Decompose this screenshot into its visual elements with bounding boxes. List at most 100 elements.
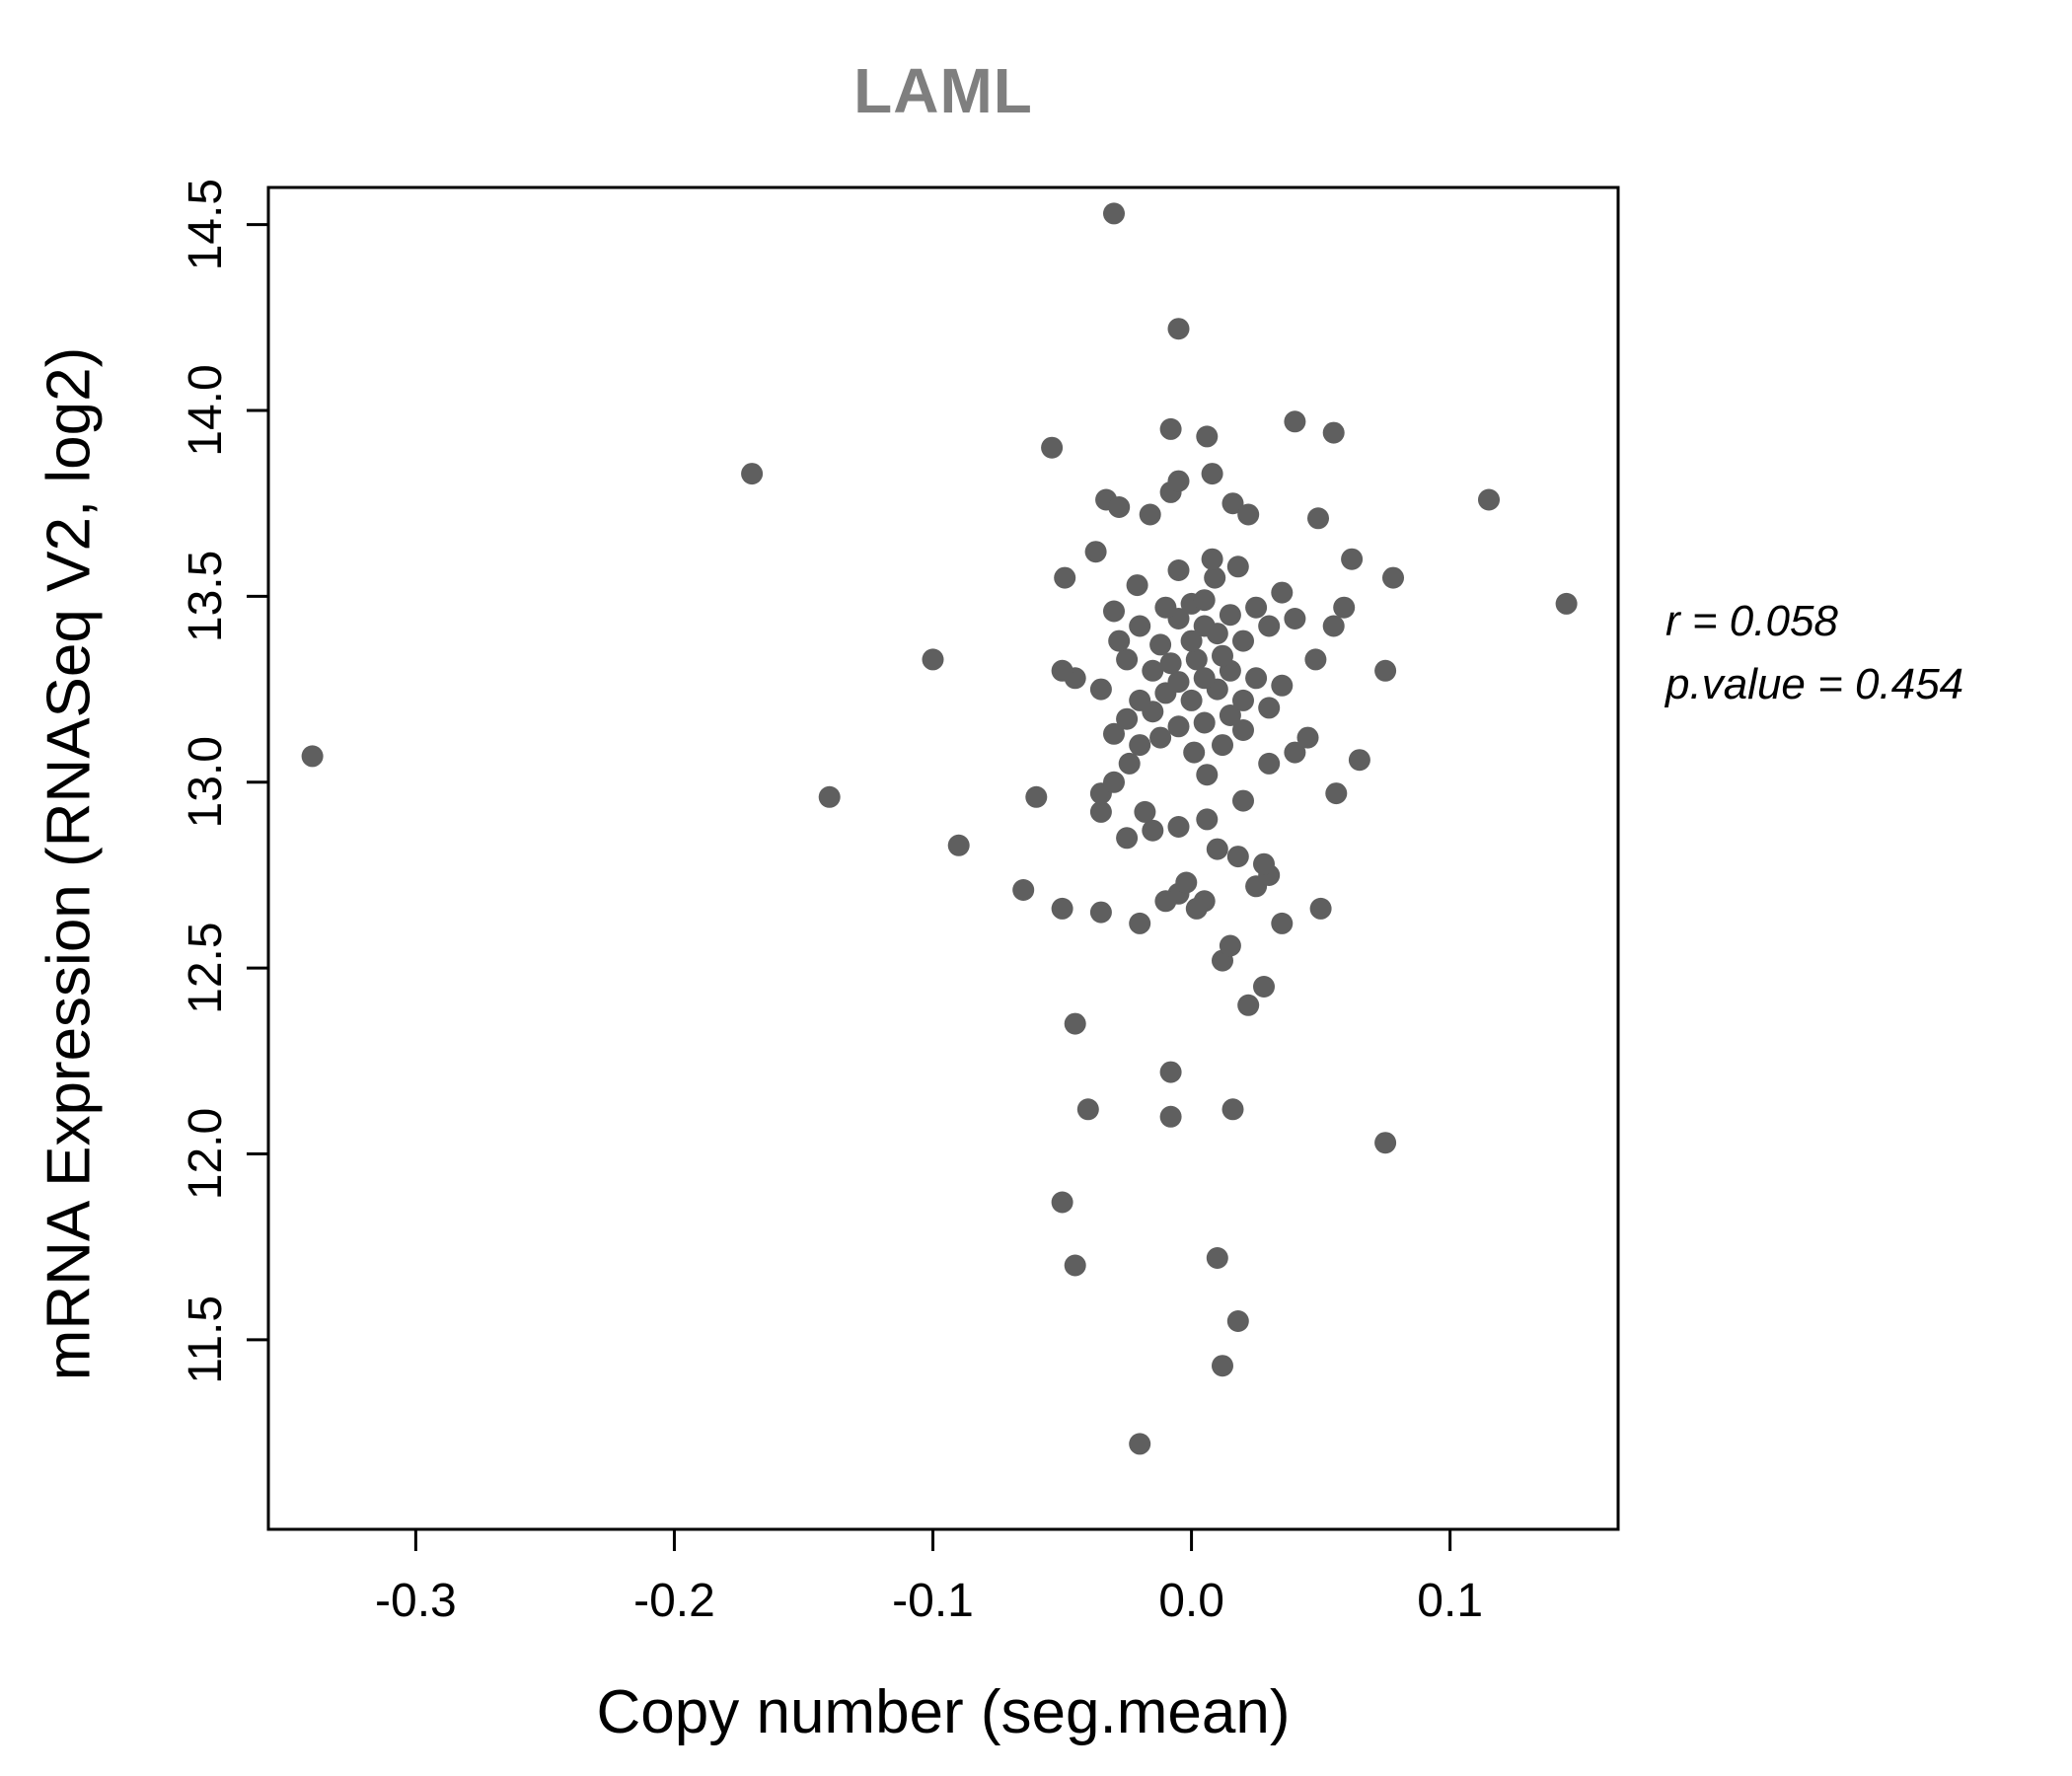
data-point <box>1051 659 1073 682</box>
data-point <box>1167 671 1190 694</box>
data-point <box>1149 726 1172 749</box>
data-point <box>1041 436 1064 459</box>
data-point <box>1159 652 1182 675</box>
data-point <box>1284 741 1306 764</box>
data-point <box>1374 659 1397 682</box>
data-point <box>741 463 764 485</box>
data-point <box>1108 496 1131 518</box>
data-point <box>1212 1355 1233 1377</box>
data-point <box>1089 901 1112 924</box>
scatter-points <box>301 202 1578 1455</box>
data-point <box>1284 608 1306 629</box>
data-point <box>1478 488 1500 511</box>
data-point <box>1108 629 1131 652</box>
plot-title: LAML <box>853 55 1033 126</box>
data-point <box>1307 507 1329 530</box>
data-point <box>1126 574 1148 597</box>
data-point <box>1196 808 1219 831</box>
data-point <box>1134 800 1156 823</box>
data-point <box>1201 463 1223 485</box>
data-point <box>1253 852 1275 875</box>
x-tick-label: 0.0 <box>1158 1575 1224 1627</box>
data-point <box>1185 897 1208 920</box>
data-point <box>301 745 324 768</box>
data-point <box>1142 819 1164 842</box>
data-point <box>1322 421 1345 444</box>
data-point <box>1159 417 1182 440</box>
x-tick-label: -0.3 <box>375 1575 457 1627</box>
data-point <box>1154 596 1177 619</box>
data-point <box>1322 615 1345 637</box>
data-point <box>1253 976 1275 998</box>
data-point <box>1219 934 1241 957</box>
data-point <box>1193 667 1216 690</box>
data-point <box>1193 589 1216 612</box>
data-point <box>922 648 944 671</box>
x-axis-label: Copy number (seg.mean) <box>596 1678 1291 1746</box>
data-point <box>1193 711 1216 734</box>
data-point <box>1204 566 1226 589</box>
data-point <box>1245 596 1268 619</box>
stats-annotation: r = 0.058 p.value = 0.454 <box>1665 590 1963 716</box>
data-point <box>1012 879 1035 901</box>
data-point <box>1103 202 1125 225</box>
stat-p-value: p.value = 0.454 <box>1665 659 1964 708</box>
data-point <box>1159 1061 1182 1083</box>
x-axis-ticks: -0.3 -0.2 -0.1 0.0 0.1 <box>375 1529 1483 1627</box>
data-point <box>1555 592 1578 615</box>
x-tick-label: 0.1 <box>1417 1575 1483 1627</box>
data-point <box>1333 596 1356 619</box>
data-point <box>1129 1433 1151 1455</box>
y-axis-label: mRNA Expression (RNASeq V2, log2) <box>35 346 104 1381</box>
data-point <box>947 834 970 856</box>
data-point <box>1221 1098 1244 1121</box>
y-tick-label: 13.0 <box>180 736 232 828</box>
data-point <box>1232 689 1254 711</box>
data-point <box>1258 697 1281 719</box>
data-point <box>1167 715 1190 738</box>
data-point <box>1103 600 1125 623</box>
data-point <box>1064 1254 1086 1277</box>
data-point <box>1116 648 1139 671</box>
data-point <box>1296 726 1319 749</box>
y-tick-label: 12.0 <box>180 1108 232 1200</box>
data-point <box>1051 897 1073 920</box>
data-point <box>1212 644 1233 667</box>
y-tick-label: 14.0 <box>180 364 232 456</box>
data-point <box>1193 615 1216 637</box>
data-point <box>1185 648 1208 671</box>
data-point <box>1183 741 1206 764</box>
data-point <box>1219 704 1241 726</box>
data-point <box>1271 912 1294 934</box>
data-point <box>1219 604 1241 627</box>
data-point <box>1167 470 1190 492</box>
data-point <box>1382 566 1404 589</box>
plot-box <box>266 185 1620 1531</box>
data-point <box>1116 827 1139 850</box>
data-point <box>1258 615 1281 637</box>
y-tick-label: 12.5 <box>180 922 232 1013</box>
data-point <box>1232 629 1254 652</box>
data-point <box>1341 548 1364 570</box>
data-point <box>1180 689 1203 711</box>
data-point <box>1325 782 1348 805</box>
data-point <box>1116 707 1139 730</box>
data-point <box>1129 734 1151 757</box>
data-point <box>1284 410 1306 433</box>
data-point <box>1374 1132 1397 1154</box>
data-point <box>1167 816 1190 838</box>
data-point <box>1103 722 1125 745</box>
data-point <box>1309 897 1332 920</box>
data-point <box>1118 752 1141 775</box>
data-point <box>1129 615 1151 637</box>
data-point <box>1129 689 1151 711</box>
data-point <box>1226 1310 1249 1332</box>
data-point <box>1271 581 1294 604</box>
data-point <box>1206 838 1228 860</box>
data-point <box>1139 503 1161 526</box>
data-point <box>1237 994 1260 1016</box>
data-point <box>1348 749 1370 772</box>
data-point <box>1226 846 1249 868</box>
x-tick-label: -0.1 <box>892 1575 974 1627</box>
